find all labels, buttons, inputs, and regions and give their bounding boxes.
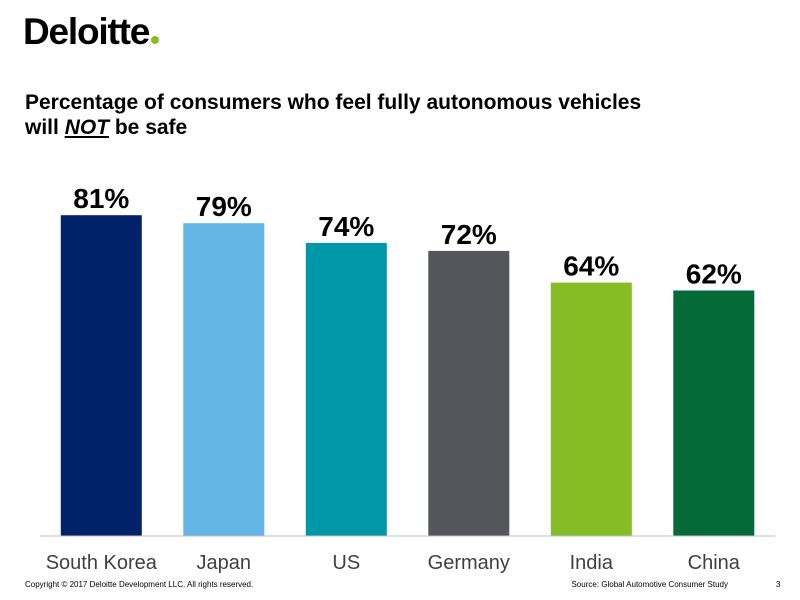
data-label: 81% — [73, 183, 129, 214]
data-label: 79% — [196, 191, 252, 222]
data-label: 72% — [441, 219, 497, 250]
bar-japan — [183, 223, 265, 536]
title-emphasis: NOT — [64, 116, 110, 139]
bar-india — [550, 282, 632, 536]
bar-germany — [428, 250, 510, 536]
deloitte-logo: Deloitte — [23, 10, 160, 54]
bar-china — [673, 290, 755, 536]
title-line-2-prefix: will — [25, 116, 65, 139]
x-tick-label: China — [688, 552, 741, 574]
x-tick-label: India — [570, 552, 614, 574]
title-line-2-suffix: be safe — [109, 116, 188, 139]
logo-dot — [151, 36, 160, 44]
data-label: 62% — [686, 259, 742, 290]
x-tick-label: South Korea — [46, 552, 158, 574]
copyright-notice: Copyright © 2017 Deloitte Development LL… — [25, 580, 254, 589]
x-tick-label: US — [332, 552, 360, 574]
x-tick-label: Japan — [197, 552, 252, 574]
x-tick-label: Germany — [428, 552, 510, 574]
title-line-1: Percentage of consumers who feel fully a… — [25, 91, 642, 114]
logo-text: Deloitte — [23, 11, 150, 52]
chart-title: Percentage of consumers who feel fully a… — [25, 90, 765, 140]
bar-south-korea — [60, 215, 142, 536]
bar-us — [305, 243, 387, 536]
data-label: 74% — [318, 211, 374, 242]
source-note: Source: Global Automotive Consumer Study — [571, 580, 728, 589]
page-number: 3 — [776, 580, 781, 589]
data-label: 64% — [563, 251, 619, 282]
